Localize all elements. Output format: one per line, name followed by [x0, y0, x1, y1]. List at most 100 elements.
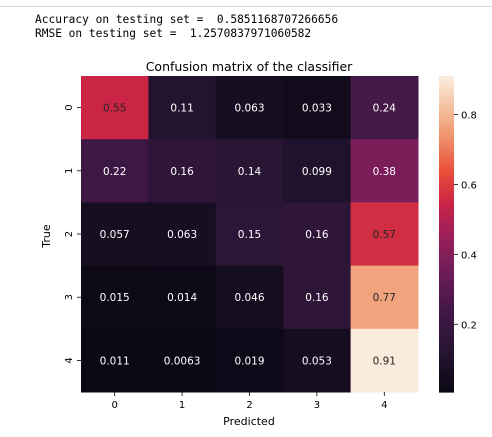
colorbar-segment [439, 352, 454, 356]
colorbar-segment [439, 202, 454, 206]
cell-value-label: 0.15 [238, 229, 261, 241]
colorbar-segment [439, 365, 454, 369]
colorbar-segment [439, 126, 454, 130]
colorbar-segment [439, 170, 454, 175]
colorbar-segment [439, 160, 454, 164]
heatmap-cell-4-3 [283, 328, 352, 393]
colorbar: 0.2 0.4 0.6 0.8 [439, 76, 477, 393]
colorbar-segment [439, 226, 454, 230]
colorbar-segment [439, 363, 454, 367]
x-tick-label: 2 [246, 400, 252, 411]
heatmap-cell-4-0 [81, 328, 149, 393]
y-tick-label: 1 [64, 168, 75, 174]
cell-value-label: 0.55 [103, 103, 126, 115]
colorbar-segment [439, 257, 454, 261]
colorbar-tick-label: 0.8 [461, 110, 477, 121]
colorbar-segment [439, 131, 454, 135]
cell-value-label: 0.019 [234, 355, 264, 367]
cell-value-label: 0.015 [100, 292, 130, 304]
y-tick-label: 2 [64, 231, 75, 237]
colorbar-segment [439, 252, 454, 256]
cell-divider [0, 0, 492, 7]
colorbar-segment [439, 228, 454, 232]
colorbar-segment [439, 223, 454, 227]
colorbar-segment [439, 183, 454, 188]
cell-value-label: 0.16 [305, 292, 329, 304]
colorbar-segment [439, 339, 454, 343]
colorbar-segment [439, 191, 454, 196]
colorbar-segment [439, 291, 454, 296]
heatmap-cell-1-4 [350, 139, 419, 203]
colorbar-segment [439, 268, 454, 272]
x-tick-label: 1 [179, 400, 185, 411]
colorbar-segment [439, 286, 454, 290]
cell-value-label: 0.77 [373, 292, 396, 304]
colorbar-segment [439, 307, 454, 311]
cell-value-label: 0.22 [103, 166, 126, 178]
colorbar-segment [439, 149, 454, 153]
cell-value-label: 0.0063 [164, 355, 201, 367]
cell-value-label: 0.91 [373, 355, 396, 367]
heatmap-cell-2-4 [350, 202, 419, 267]
colorbar-segment [439, 299, 454, 304]
colorbar-segment [439, 378, 454, 383]
colorbar-segment [439, 315, 454, 319]
colorbar-segment [439, 294, 454, 298]
colorbar-segment [439, 99, 454, 103]
colorbar-segment [439, 284, 454, 288]
heatmap-cell-0-0 [81, 76, 149, 140]
colorbar-segment [439, 265, 454, 269]
colorbar-segment [439, 115, 454, 119]
colorbar-segment [439, 241, 454, 246]
y-tick-label: 4 [64, 357, 75, 363]
heatmap-cell-3-4 [350, 265, 419, 330]
colorbar-segment [439, 341, 454, 346]
colorbar-segment [439, 210, 454, 214]
colorbar-segment [439, 120, 454, 124]
colorbar-segment [439, 83, 454, 88]
cell-value-label: 0.14 [238, 166, 262, 178]
colorbar-segment [439, 270, 454, 275]
colorbar-segment [439, 368, 454, 372]
heatmap-cell-1-2 [215, 139, 284, 203]
colorbar-segment [439, 381, 454, 385]
colorbar-segment [439, 328, 454, 333]
colorbar-segment [439, 212, 454, 217]
heatmap-cell-2-3 [283, 202, 352, 267]
colorbar-segment [439, 152, 454, 156]
colorbar-tick-label: 0.4 [461, 250, 477, 261]
colorbar-segment [439, 147, 454, 151]
heatmap-cell-2-2 [215, 202, 284, 267]
colorbar-tick-label: 0.6 [461, 180, 477, 191]
heatmap-cell-1-0 [81, 139, 149, 203]
x-tick-label: 4 [381, 400, 387, 411]
colorbar-segment [439, 326, 454, 330]
colorbar-segment [439, 355, 454, 359]
heatmap-cells: 0.55 0.11 0.063 0.033 0.24 0.22 0.16 0.14 0.099 0… [81, 76, 419, 393]
colorbar-segment [439, 305, 454, 309]
colorbar-segment [439, 173, 454, 177]
colorbar-segment [439, 207, 454, 211]
colorbar-segment [439, 136, 454, 140]
heatmap-cell-0-4 [350, 76, 419, 140]
colorbar-segment [439, 334, 454, 338]
colorbar-segment [439, 276, 454, 280]
colorbar-segment [439, 123, 454, 127]
colorbar-segment [439, 155, 454, 159]
heatmap-cell-4-2 [215, 328, 284, 393]
colorbar-segment [439, 386, 454, 390]
cell-value-label: 0.11 [170, 103, 193, 115]
colorbar-segment [439, 344, 454, 348]
heatmap-cell-3-0 [81, 265, 149, 330]
colorbar-segment [439, 144, 454, 148]
colorbar-segment [439, 133, 454, 138]
cell-value-label: 0.57 [373, 229, 396, 241]
cell-value-label: 0.16 [305, 229, 329, 241]
x-axis-ticks: 0 1 2 3 4 [112, 392, 387, 411]
colorbar-segment [439, 91, 454, 96]
colorbar-segment [439, 281, 454, 285]
colorbar-segment [439, 302, 454, 306]
colorbar-segment [439, 360, 454, 364]
colorbar-tick-label: 0.2 [461, 320, 477, 331]
colorbar-segment [439, 176, 454, 180]
